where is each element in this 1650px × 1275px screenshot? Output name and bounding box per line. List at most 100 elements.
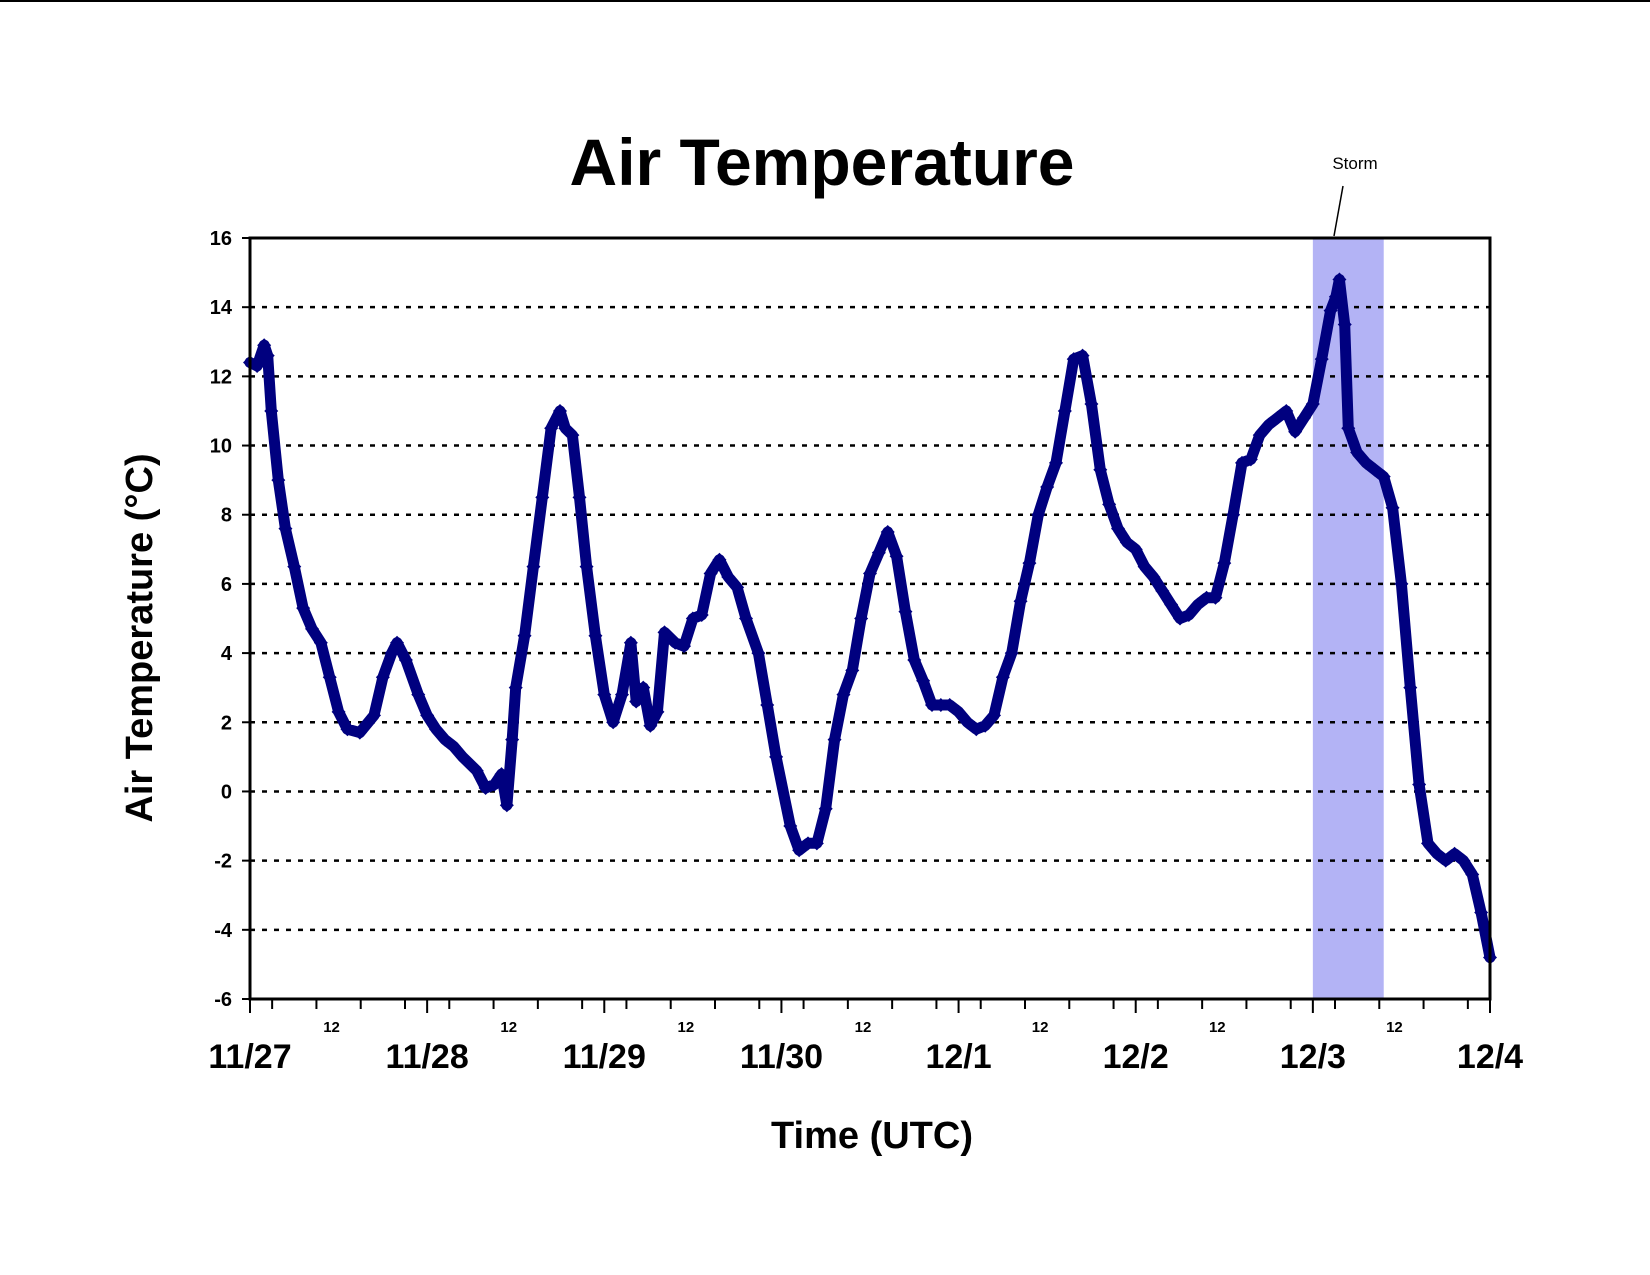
data-point-127 [1332, 272, 1347, 287]
data-point-126 [1328, 289, 1343, 304]
data-point-138 [1421, 836, 1435, 851]
data-point-11 [322, 670, 337, 685]
data-point-92 [1031, 507, 1046, 522]
chart-title: Air Temperature [570, 125, 1075, 199]
x-axis-title: Time (UTC) [771, 1115, 973, 1157]
data-point-24 [446, 739, 461, 754]
data-point-34 [526, 559, 541, 574]
data-point-130 [1350, 445, 1365, 460]
data-point-78 [907, 653, 922, 668]
data-point-36 [544, 421, 559, 436]
data-point-116 [1243, 452, 1258, 467]
data-point-112 [1208, 590, 1223, 605]
data-point-1 [250, 358, 265, 373]
data-point-69 [827, 732, 842, 747]
data-point-87 [987, 708, 1001, 723]
xtick-label-7: 12/4 [1457, 1038, 1523, 1076]
data-point-15 [367, 708, 381, 723]
ytick-label-16: 16 [210, 228, 232, 250]
data-point-113 [1217, 556, 1232, 571]
data-point-81 [933, 697, 948, 712]
data-point-38 [558, 421, 573, 436]
data-point-9 [305, 621, 319, 636]
data-point-32 [508, 680, 523, 695]
data-point-60 [739, 611, 753, 626]
data-point-142 [1456, 853, 1471, 868]
data-point-120 [1279, 403, 1294, 418]
data-point-28 [487, 777, 502, 792]
data-point-105 [1146, 569, 1161, 584]
xtick-label-6: 12/3 [1280, 1038, 1346, 1076]
data-point-90 [1013, 594, 1028, 609]
horizontal-gridlines [250, 305, 1490, 932]
plot-background [250, 238, 1490, 999]
data-point-98 [1084, 397, 1099, 412]
xtick-minor-label-3.5: 12 [855, 1019, 872, 1036]
data-point-37 [553, 403, 567, 418]
data-point-17 [384, 646, 399, 661]
ytick-label--2: -2 [214, 851, 232, 873]
data-point-135 [1394, 576, 1409, 591]
xtick-label-0: 11/27 [208, 1038, 291, 1076]
data-point-139 [1429, 846, 1444, 861]
xtick-minor-label-6.5: 12 [1386, 1019, 1403, 1036]
data-point-72 [854, 611, 869, 626]
data-point-107 [1164, 597, 1179, 612]
data-point-46 [623, 635, 638, 650]
ytick-label-12: 12 [210, 366, 232, 388]
data-point-104 [1137, 559, 1152, 574]
data-point-137 [1412, 777, 1427, 792]
data-point-100 [1102, 497, 1117, 512]
data-point-8 [296, 601, 311, 616]
data-point-99 [1093, 462, 1108, 477]
xtick-label-5: 12/2 [1103, 1038, 1169, 1076]
data-point-70 [836, 687, 851, 702]
data-point-94 [1049, 455, 1063, 470]
data-point-45 [615, 687, 629, 702]
plot-frame [248, 236, 1492, 1001]
data-point-97 [1075, 348, 1090, 363]
data-point-144 [1474, 905, 1489, 920]
data-point-49 [643, 718, 658, 733]
data-point-66 [801, 836, 815, 851]
data-point-20 [411, 687, 426, 702]
data-point-22 [429, 722, 443, 737]
data-point-61 [751, 646, 766, 661]
data-point-3 [260, 348, 275, 363]
data-point-10 [313, 635, 328, 650]
storm-annotation-leader [1333, 185, 1344, 237]
data-point-84 [960, 715, 975, 730]
xtick-minor-label-0.5: 12 [323, 1019, 340, 1036]
data-point-73 [863, 566, 877, 581]
data-point-18 [390, 635, 405, 650]
data-point-33 [517, 628, 532, 643]
data-point-140 [1438, 853, 1453, 868]
data-point-71 [845, 663, 860, 678]
data-point-65 [792, 843, 807, 858]
data-point-83 [951, 704, 966, 719]
data-point-4 [264, 403, 279, 418]
data-point-42 [588, 628, 603, 643]
data-point-12 [331, 704, 346, 719]
data-point-67 [809, 836, 824, 851]
data-point-131 [1359, 455, 1373, 470]
data-point-82 [942, 697, 957, 712]
data-point-51 [657, 625, 672, 640]
data-point-80 [925, 697, 939, 712]
data-point-86 [978, 718, 993, 733]
plot-border [248, 236, 1492, 1001]
xtick-minor-label-4.5: 12 [1032, 1019, 1049, 1036]
data-point-68 [818, 801, 833, 816]
xtick-label-2: 11/29 [563, 1038, 646, 1076]
data-point-117 [1252, 428, 1267, 443]
data-point-39 [565, 428, 580, 443]
data-point-29 [494, 767, 509, 782]
data-point-30 [499, 798, 514, 813]
data-point-93 [1040, 480, 1055, 495]
data-point-41 [579, 559, 594, 574]
xtick-label-4: 12/1 [925, 1038, 991, 1076]
data-point-124 [1314, 352, 1329, 367]
data-point-125 [1323, 303, 1338, 318]
y-axis-title: Air Temperature (°C) [119, 453, 161, 822]
data-point-59 [730, 580, 745, 595]
